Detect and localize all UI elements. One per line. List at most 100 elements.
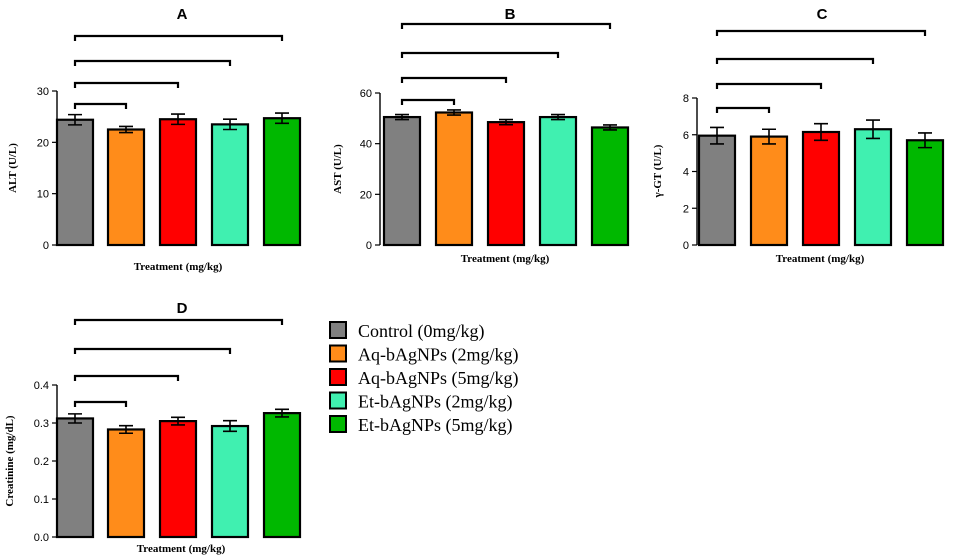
y-tick-label: 0.0 [34, 532, 49, 544]
y-tick-label: 30 [37, 86, 49, 98]
legend-swatch [329, 344, 347, 363]
comparison-bracket [73, 34, 284, 41]
bar [55, 118, 95, 247]
comparison-bracket [73, 59, 232, 66]
error-bar [814, 122, 828, 142]
y-tick-label: 2 [683, 203, 689, 215]
y-tick-label: 4 [683, 167, 689, 179]
comparison-bracket [400, 76, 508, 83]
y-axis-title: AST (U/L) [332, 144, 344, 194]
x-axis-title: Treatment (mg/kg) [776, 253, 865, 265]
error-bar [171, 113, 185, 126]
comparison-bracket [400, 51, 560, 58]
error-bar [918, 132, 932, 149]
legend: Control (0mg/kg) Aq-bAgNPs (2mg/kg)Aq-bAg… [329, 321, 519, 436]
legend-label: Control (0mg/kg) [358, 321, 485, 342]
error-bar [223, 118, 237, 131]
bar [210, 123, 250, 247]
bar [486, 121, 526, 247]
legend-swatch [329, 368, 347, 386]
bar [853, 128, 893, 247]
error-bar [171, 416, 185, 426]
legend-swatch [329, 321, 347, 339]
y-tick-label: 60 [360, 88, 372, 100]
y-tick-label: 40 [360, 139, 372, 151]
legend-label: Et-bAgNPs (5mg/kg) [358, 415, 513, 436]
error-bar [551, 113, 565, 121]
y-tick-label: 20 [360, 189, 372, 201]
error-bar [395, 113, 409, 121]
error-bar [68, 413, 82, 424]
error-bar [866, 119, 880, 140]
bar [434, 111, 474, 247]
y-tick-label: 0 [366, 240, 372, 252]
comparison-bracket [73, 374, 180, 381]
y-tick-label: 0.4 [34, 380, 49, 392]
comparison-bracket [73, 102, 128, 109]
error-bar [603, 124, 617, 131]
bar [210, 424, 250, 539]
y-tick-label: 8 [683, 93, 689, 105]
y-axis-title: Creatinine (mg/dL) [4, 415, 16, 506]
bar [55, 417, 95, 539]
bar [106, 428, 146, 539]
comparison-bracket [715, 82, 823, 89]
comparison-bracket [73, 347, 232, 354]
bar [262, 412, 302, 539]
panel-b: B 0 20 40 60 AST (U/L) Treatment (mg/kg) [332, 6, 630, 265]
panel-c: C 0 2 4 6 8 γ-GT (U/L) Treatment (mg/kg) [652, 6, 945, 265]
error-bar [710, 126, 724, 145]
panel-title: C [817, 6, 828, 23]
bar [262, 117, 302, 247]
x-axis-title: Treatment (mg/kg) [137, 543, 226, 555]
comparison-bracket [715, 29, 927, 36]
y-tick-label: 20 [37, 137, 49, 149]
panel-a: A 0 10 20 30 ALT (U/L) Treatment (mg/kg) [7, 6, 302, 273]
panel-d: D 0.0 0.1 0.2 0.3 0.4 Creatinine (mg/dL) Treatm… [4, 300, 302, 555]
y-tick-label: 6 [683, 130, 689, 142]
bar [590, 126, 630, 247]
y-tick-label: 0 [43, 240, 49, 252]
comparison-bracket [715, 57, 875, 64]
error-bar [68, 113, 82, 126]
bar [538, 115, 578, 247]
y-axis-title: γ-GT (U/L) [652, 144, 664, 198]
bar [749, 135, 789, 247]
error-bar [119, 424, 133, 435]
error-bar [275, 408, 289, 418]
legend-swatch [329, 415, 347, 433]
error-bar [499, 118, 513, 126]
bar [382, 115, 422, 247]
comparison-bracket [715, 106, 771, 113]
y-tick-label: 0.2 [34, 456, 49, 468]
comparison-bracket [400, 22, 612, 29]
comparison-bracket [73, 400, 128, 407]
panel-title: B [505, 6, 516, 23]
y-axis-title: ALT (U/L) [7, 143, 19, 193]
bar [158, 420, 198, 539]
error-bar [275, 112, 289, 125]
legend-swatch [329, 391, 347, 410]
panel-title: A [177, 6, 188, 23]
y-tick-label: 0 [683, 240, 689, 252]
bar [158, 118, 198, 247]
comparison-bracket [73, 81, 180, 88]
panel-title: D [177, 300, 188, 317]
y-tick-label: 0.3 [34, 418, 49, 430]
error-bar [223, 419, 237, 433]
legend-label: Et-bAgNPs (2mg/kg) [358, 392, 513, 413]
comparison-bracket [73, 318, 284, 325]
error-bar [762, 128, 776, 145]
legend-label: Aq-bAgNPs (5mg/kg) [358, 368, 519, 389]
bar [106, 128, 146, 247]
y-tick-label: 0.1 [34, 494, 49, 506]
bar [697, 134, 737, 247]
x-axis-title: Treatment (mg/kg) [134, 261, 223, 273]
y-tick-label: 10 [37, 189, 49, 201]
bar [905, 139, 945, 247]
x-axis-title: Treatment (mg/kg) [461, 253, 550, 265]
comparison-bracket [400, 98, 456, 105]
legend-label: Aq-bAgNPs (2mg/kg) [358, 345, 519, 366]
error-bar [447, 109, 461, 116]
